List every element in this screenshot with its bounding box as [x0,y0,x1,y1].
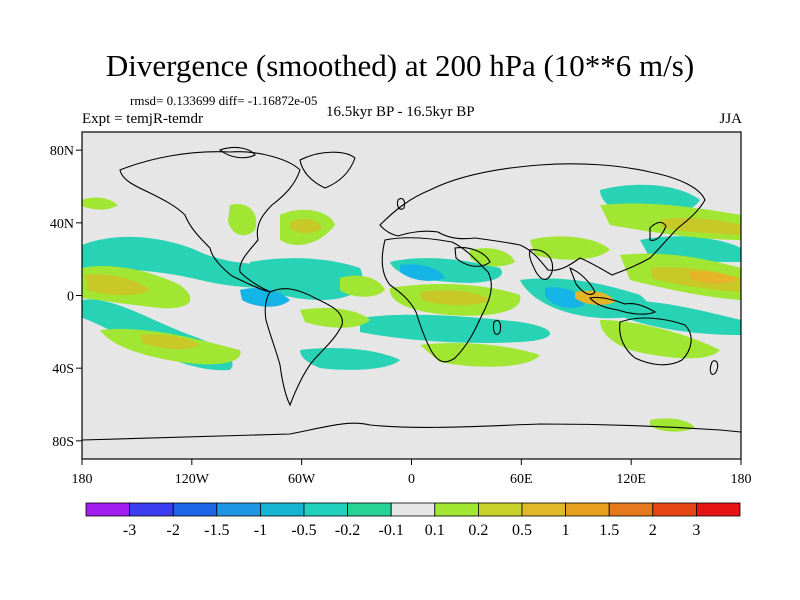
period-label: 16.5kyr BP - 16.5kyr BP [326,104,475,120]
coastline-arctic [218,146,256,159]
pos-field [82,197,118,210]
pos-field [290,219,322,234]
pos-field [85,274,150,296]
colorbar-label: 2 [649,522,657,539]
lon-label: 180 [72,472,93,487]
lat-label: 80N [50,144,74,159]
colorbar-swatch [652,502,697,517]
colorbar-label: -0.1 [379,522,404,539]
lat-axis: 80N 40N 0 40S 80S [50,144,82,450]
colorbar-label: 0.2 [468,522,488,539]
neg-field [240,288,290,307]
colorbar-label: -0.2 [335,522,360,539]
lon-label: 60E [510,472,533,487]
lon-label: 60W [288,472,316,487]
colorbar-swatch [477,502,523,517]
coastline-australia [619,317,692,366]
coastline-sea [569,267,596,295]
stats-label: rmsd= 0.133699 diff= -1.16872e-05 [130,93,318,108]
colorbar-swatch [434,502,479,517]
lat-label: 80S [52,435,74,450]
colorbar-label: 1 [562,522,570,539]
colorbar-label: -3 [123,522,136,539]
lon-label: 180 [731,472,752,487]
colorbar-label: -0.5 [291,522,316,539]
colorbar-label: 0.1 [425,522,445,539]
neg-field [300,348,400,370]
coastline-new-zealand [709,360,719,375]
pos-field [140,334,200,350]
colorbar: -3 -2 -1.5 -1 -0.5 -0.2 -0.1 0.1 0.2 0.5 1 1.5 2 3 [85,502,741,539]
coastline-arabia [454,247,491,267]
colorbar-swatch [129,502,174,517]
neg-field [360,314,550,343]
experiment-label: Expt = temjR-temdr [82,111,203,127]
neg-field [400,264,445,281]
coastline-greenland [299,151,356,189]
season-label: JJA [719,111,742,127]
lon-label: 120W [175,472,210,487]
neg-field [545,287,585,309]
colorbar-swatch [347,502,392,517]
lon-label: 120E [616,472,646,487]
colorbar-swatch [85,502,130,517]
colorbar-label: -1.5 [204,522,229,539]
pos-field [228,204,257,236]
pos-field [420,290,490,306]
colorbar-label: -2 [167,522,180,539]
coastline-madagascar [492,319,502,335]
colorbar-label: 1.5 [599,522,619,539]
pos-field [690,271,738,284]
lon-label: 0 [408,472,415,487]
lon-axis: 180 120W 60W 0 60E 120E 180 [72,459,752,487]
pos-field [300,308,370,328]
colorbar-label: -1 [254,522,267,539]
coastline-japan [649,221,667,241]
colorbar-swatch [565,502,610,517]
lat-label: 40N [50,217,74,232]
coastlines [82,146,741,441]
pos-field [660,217,741,235]
coastline-north-america [119,151,301,293]
coastline-india [528,249,554,281]
lat-label: 40S [52,362,74,377]
coastline-indonesia [588,296,657,315]
colorbar-label: 3 [692,522,700,539]
coastline-antarctica [82,422,741,441]
colorbar-swatch [696,502,741,517]
colorbar-swatch [303,502,348,517]
colorbar-swatch [521,502,566,517]
colorbar-swatch [390,502,436,517]
lat-label: 0 [67,290,74,305]
coastline-south-america [264,288,343,407]
pos-field [340,275,385,297]
colorbar-label: 0.5 [512,522,532,539]
coastline-africa [381,237,492,363]
colorbar-swatch [172,502,218,517]
colorbar-swatch [259,502,305,517]
colorbar-swatch [608,502,654,517]
colorbar-swatch [216,502,261,517]
page-title: Divergence (smoothed) at 200 hPa (10**6 … [105,48,695,83]
coastline-uk [396,197,406,210]
coastline-eurasia [379,163,706,276]
pos-field [530,236,610,260]
